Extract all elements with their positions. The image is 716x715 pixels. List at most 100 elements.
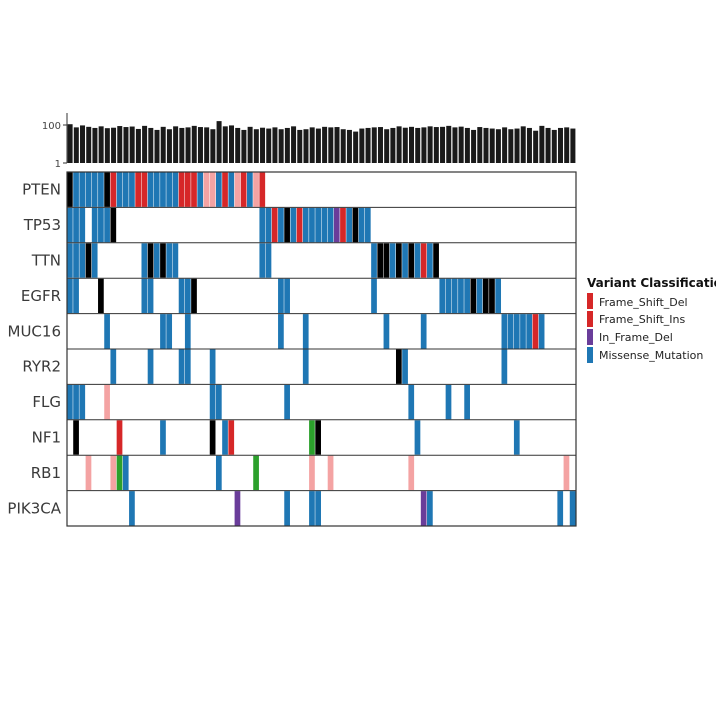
top-bar: [247, 126, 253, 163]
mutation-cell: [122, 172, 129, 207]
mutation-cell: [563, 455, 570, 491]
mutation-cell: [166, 172, 173, 207]
mutation-cell: [352, 207, 359, 243]
top-bar: [166, 129, 172, 163]
top-bar: [80, 125, 86, 163]
mutation-cell: [79, 172, 86, 207]
top-bar: [148, 127, 154, 163]
mutation-cell: [234, 491, 241, 526]
top-bar: [278, 129, 284, 163]
mutation-cell: [67, 384, 73, 420]
top-bar: [371, 127, 377, 163]
mutation-cell: [402, 243, 408, 278]
mutation-cell: [302, 349, 309, 384]
top-bar: [539, 125, 545, 163]
mutation-cell: [209, 420, 216, 455]
mutation-cell: [489, 278, 495, 314]
mutation-cell: [309, 420, 315, 455]
mutation-cell: [408, 243, 415, 278]
mutation-cell: [172, 172, 179, 207]
mutation-cell: [414, 243, 421, 278]
top-bar: [253, 129, 259, 163]
mutation-cell: [178, 278, 185, 314]
mutation-cell: [383, 243, 390, 278]
mutation-cell: [215, 384, 222, 420]
mutation-cell: [569, 491, 576, 526]
mutation-cell: [414, 420, 421, 455]
top-bar: [322, 126, 328, 163]
mutation-cell: [309, 455, 315, 491]
top-barplot: [67, 121, 576, 163]
mutation-cell: [228, 172, 235, 207]
top-bar: [309, 127, 315, 163]
top-bar: [495, 129, 501, 163]
top-bar: [241, 129, 247, 163]
mutation-cell: [160, 314, 166, 349]
mutation-cell: [203, 172, 210, 207]
top-bar: [570, 128, 576, 163]
top-bar: [377, 127, 383, 163]
gene-label-egfr: EGFR: [21, 287, 61, 305]
legend-swatch-frame-shift-ins: [587, 311, 593, 327]
mutation-cell: [184, 314, 191, 349]
mutation-cell: [110, 455, 117, 491]
top-bar: [222, 126, 228, 163]
mutation-cell: [129, 491, 135, 526]
mutation-cell: [513, 314, 520, 349]
mutation-cell: [209, 172, 216, 207]
mutation-cell: [420, 243, 427, 278]
mutation-cell: [147, 278, 154, 314]
mutation-cell: [259, 172, 266, 207]
gene-label-pik3ca: PIK3CA: [7, 499, 61, 517]
top-bar: [235, 127, 241, 163]
top-bar: [452, 127, 458, 163]
mutation-cell: [73, 384, 79, 420]
top-bar: [297, 129, 303, 163]
mutation-cell: [315, 207, 321, 243]
top-bar: [111, 127, 117, 163]
mutation-cell: [495, 278, 502, 314]
mutation-cell: [302, 207, 309, 243]
mutation-cell: [79, 207, 86, 243]
top-bar: [173, 126, 179, 163]
mutation-cell: [507, 314, 514, 349]
mutation-cell: [110, 172, 117, 207]
mutation-cell: [284, 207, 290, 243]
mutation-cell: [160, 172, 166, 207]
mutation-cell: [433, 243, 439, 278]
mutation-cell: [147, 349, 154, 384]
mutation-cell: [191, 278, 197, 314]
mutation-cell: [458, 278, 464, 314]
top-bar: [384, 129, 390, 163]
top-bar: [557, 127, 563, 163]
mutation-cell: [513, 420, 520, 455]
mutation-cell: [98, 172, 104, 207]
mutation-cell: [501, 314, 508, 349]
mutation-cell: [557, 491, 564, 526]
legend-title: Variant Classification: [587, 276, 716, 290]
mutation-cell: [476, 278, 483, 314]
mutation-cell: [85, 243, 92, 278]
top-bar: [508, 129, 514, 163]
mutation-cell: [215, 455, 222, 491]
mutation-cell: [85, 172, 92, 207]
mutation-cell: [271, 207, 278, 243]
mutation-cell: [315, 491, 321, 526]
mutation-cell: [371, 278, 377, 314]
mutation-cell: [67, 278, 73, 314]
top-bar: [446, 125, 452, 163]
top-bar: [551, 129, 557, 163]
mutation-cell: [427, 243, 433, 278]
top-bar: [197, 127, 203, 163]
top-bar: [526, 127, 532, 163]
mutation-cell: [340, 207, 346, 243]
mutation-cell: [67, 243, 73, 278]
mutation-cell: [228, 420, 235, 455]
mutation-cell: [153, 172, 160, 207]
top-bar: [160, 126, 166, 163]
mutation-cell: [395, 349, 402, 384]
legend: Variant Classification Frame_Shift_Del F…: [587, 276, 716, 363]
mutation-cell: [333, 207, 340, 243]
mutation-cell: [445, 278, 452, 314]
